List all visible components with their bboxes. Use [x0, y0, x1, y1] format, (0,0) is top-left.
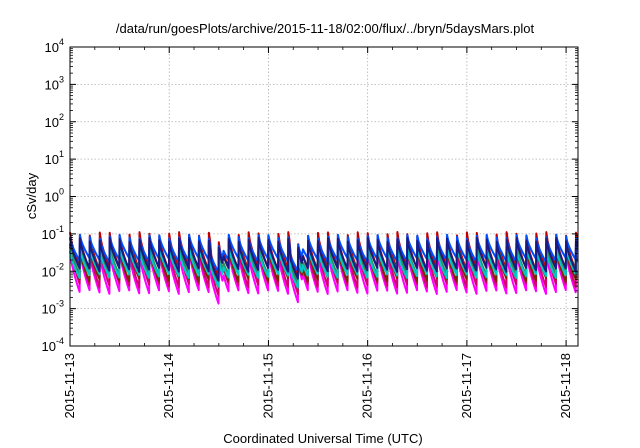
y-tick-label-exponent: -3: [56, 299, 64, 309]
y-tick-label: 102: [45, 112, 64, 130]
x-tick-labels: 2015-11-13 2015-11-14 2015-11-15 2015-11-16…: [62, 353, 573, 419]
axis-ticks: [69, 46, 578, 347]
x-tick-label: 2015-11-16: [360, 353, 375, 419]
y-tick-label: 10-2: [42, 261, 64, 279]
y-tick-label-base: 10: [42, 227, 56, 242]
series-line: [69, 245, 579, 289]
y-tick-label-exponent: -2: [56, 261, 64, 271]
y-tick-label: 104: [45, 37, 64, 55]
y-tick-label-base: 10: [45, 40, 59, 55]
plot-series: [69, 231, 579, 305]
x-tick-label: 2015-11-18: [558, 353, 573, 419]
x-tick-label: 2015-11-17: [459, 353, 474, 419]
y-tick-label: 103: [45, 74, 64, 92]
x-tick-label: 2015-11-13: [62, 353, 77, 419]
series-line: [69, 248, 579, 305]
y-tick-label-base: 10: [45, 115, 59, 130]
chart-title: /data/run/goesPlots/archive/2015-11-18/0…: [116, 21, 535, 36]
y-axis-label: cSv/day: [24, 172, 39, 219]
y-tick-label: 10-4: [42, 336, 64, 354]
y-tick-label-exponent: 0: [59, 187, 64, 197]
y-tick-label: 10-1: [42, 224, 64, 242]
y-tick-label-base: 10: [42, 339, 56, 354]
y-tick-label-exponent: 2: [59, 112, 64, 122]
y-tick-label-exponent: -1: [56, 224, 64, 234]
y-tick-label: 10-3: [42, 299, 64, 317]
y-tick-label-base: 10: [45, 77, 59, 92]
y-tick-label-base: 10: [45, 152, 59, 167]
y-tick-label-base: 10: [45, 190, 59, 205]
y-tick-label-exponent: -4: [56, 336, 64, 346]
y-tick-label-exponent: 3: [59, 74, 64, 84]
x-axis-label: Coordinated Universal Time (UTC): [223, 431, 422, 446]
y-tick-label: 101: [45, 149, 64, 167]
y-tick-label: 100: [45, 187, 64, 205]
grid-lines: [70, 47, 578, 346]
y-tick-label-base: 10: [42, 302, 56, 317]
series-line: [69, 236, 579, 282]
y-tick-label-base: 10: [42, 264, 56, 279]
series-line: [69, 233, 579, 273]
x-tick-label: 2015-11-15: [260, 353, 275, 419]
x-tick-label: 2015-11-14: [161, 353, 176, 419]
y-tick-label-exponent: 4: [59, 37, 64, 47]
y-tick-label-exponent: 1: [59, 149, 64, 159]
